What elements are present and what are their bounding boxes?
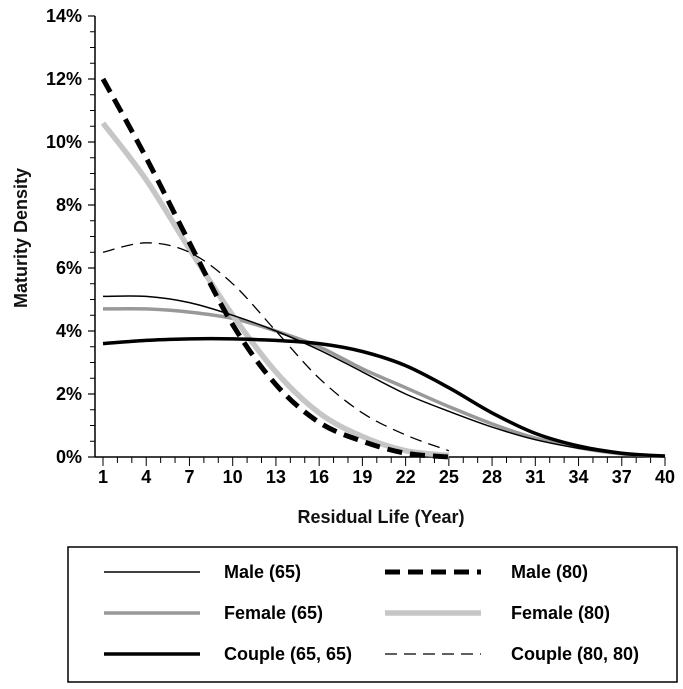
axes: 0% 2% 4% 6% 8% 10% 12% 14% 1 4 7 10 13 16 19 22 25 28 31 34… — [46, 6, 675, 487]
legend-label: Male (80) — [511, 562, 588, 582]
y-tick-label: 8% — [56, 195, 82, 215]
x-tick-label: 31 — [525, 467, 545, 487]
x-tick-label: 34 — [569, 467, 589, 487]
series-layer — [100, 77, 666, 460]
series-line-couple-65-65 — [102, 336, 666, 458]
y-tick-label: 6% — [56, 258, 82, 278]
x-tick-label: 4 — [141, 467, 151, 487]
y-tick-label: 10% — [46, 132, 82, 152]
x-tick-label: 19 — [352, 467, 372, 487]
x-tick-label: 7 — [184, 467, 194, 487]
series-line-male-80 — [100, 77, 450, 460]
x-tick-label: 10 — [223, 467, 243, 487]
series-line-female-80 — [100, 121, 450, 459]
x-tick-label: 16 — [309, 467, 329, 487]
series-line-male-65 — [102, 295, 666, 457]
legend-label: Couple (80, 80) — [511, 644, 639, 664]
y-tick-label: 4% — [56, 321, 82, 341]
x-tick-label: 25 — [439, 467, 459, 487]
legend-label: Couple (65, 65) — [224, 644, 352, 664]
x-tick-label: 37 — [612, 467, 632, 487]
y-tick-label: 2% — [56, 384, 82, 404]
y-axis-title: Maturity Density — [11, 168, 31, 308]
x-tick-label: 22 — [396, 467, 416, 487]
y-tick-label: 12% — [46, 69, 82, 89]
series-line-couple-80-80 — [102, 242, 450, 452]
x-tick-label: 13 — [266, 467, 286, 487]
x-tick-label: 40 — [655, 467, 675, 487]
legend-label: Female (80) — [511, 603, 610, 623]
x-tick-label: 28 — [482, 467, 502, 487]
x-tick-label: 1 — [98, 467, 108, 487]
legend-label: Female (65) — [224, 603, 323, 623]
legend-label: Male (65) — [224, 562, 301, 582]
legend: Male (65) Male (80) Female (65) Female (80)… — [67, 546, 678, 683]
y-tick-label: 0% — [56, 447, 82, 467]
x-axis-title: Residual Life (Year) — [297, 507, 464, 527]
y-tick-label: 14% — [46, 6, 82, 26]
